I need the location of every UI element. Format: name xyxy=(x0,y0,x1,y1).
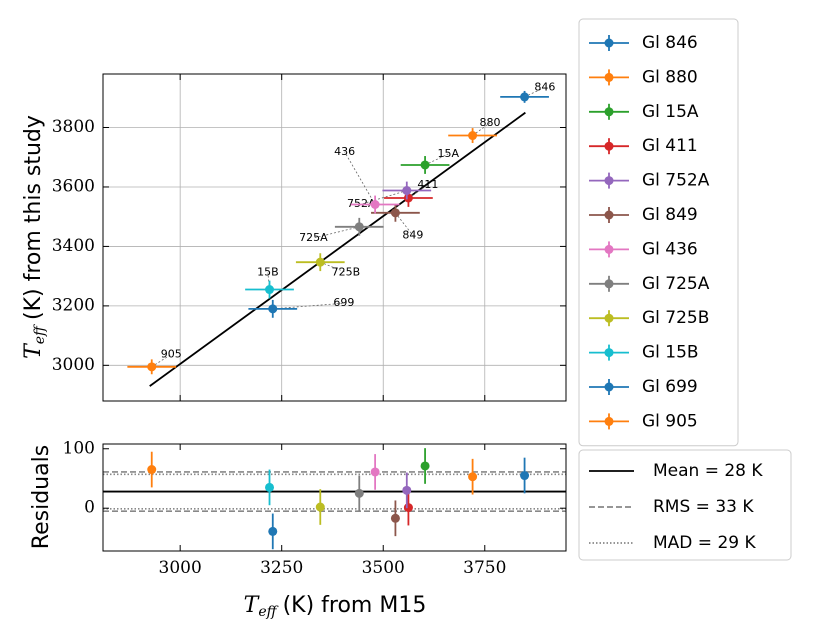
res-xtick-label-3750: 3750 xyxy=(463,558,506,578)
annotation-gl-15b: 15B xyxy=(257,266,279,279)
legend-marker-gl-725b xyxy=(604,313,614,323)
legend-marker-gl-436 xyxy=(604,244,614,254)
residuals-y-axis-label: Residuals xyxy=(29,445,54,549)
res-xtick-label-3000: 3000 xyxy=(159,558,202,578)
residuals-frame xyxy=(102,443,567,552)
legend-marker-gl-752a xyxy=(604,176,614,186)
legend-label-mean-28-k: Mean = 28 K xyxy=(653,461,763,481)
annotation-gl-880: 880 xyxy=(480,116,501,129)
point-gl-880 xyxy=(468,131,478,141)
res-point-gl-725b xyxy=(315,502,325,512)
annotation-leader-gl-725b xyxy=(320,261,347,273)
annotation-gl-436: 436 xyxy=(334,145,355,158)
main-ytick-label-3400: 3400 xyxy=(52,236,95,256)
point-gl-849 xyxy=(390,208,400,218)
res-point-gl-15a xyxy=(420,461,430,471)
legend-marker-gl-699 xyxy=(604,382,614,392)
point-gl-15b xyxy=(265,285,275,295)
legend-label-gl-699: Gl 699 xyxy=(642,377,698,397)
res-xtick-label-3500: 3500 xyxy=(362,558,405,578)
y-axis-label-sub: eff xyxy=(32,324,48,344)
res-point-gl-725a xyxy=(354,488,364,498)
legend-marker-gl-411 xyxy=(604,141,614,151)
legend-label-gl-752a: Gl 752A xyxy=(642,171,710,191)
legend-marker-gl-880 xyxy=(604,72,614,82)
res-point-gl-849 xyxy=(390,513,400,523)
x-axis-label-var: T xyxy=(244,593,261,618)
x-axis-label: Teff (K) from M15 xyxy=(244,593,427,620)
point-gl-411 xyxy=(403,193,413,203)
annotation-gl-725b: 725B xyxy=(332,265,361,278)
res-point-gl-905 xyxy=(147,465,157,475)
main-grid xyxy=(103,74,566,401)
res-point-gl-699 xyxy=(268,526,278,536)
res-point-gl-752a xyxy=(402,485,412,495)
point-gl-699 xyxy=(268,304,278,314)
point-gl-725a xyxy=(354,222,364,232)
main-ytick-label-3000: 3000 xyxy=(52,355,95,375)
main-ytick-label-3800: 3800 xyxy=(52,117,95,137)
main-frame xyxy=(102,73,567,402)
residuals-legend xyxy=(578,449,792,561)
main-ytick-label-3200: 3200 xyxy=(52,295,95,315)
legend-label-gl-725b: Gl 725B xyxy=(642,308,709,328)
point-gl-905 xyxy=(147,362,157,372)
main-y-axis-label: Teff (K) from this study xyxy=(21,115,48,359)
main-legend xyxy=(578,18,739,447)
res-point-gl-436 xyxy=(370,467,380,477)
res-point-gl-15b xyxy=(265,482,275,492)
point-gl-846 xyxy=(520,92,530,102)
annotation-gl-725a: 725A xyxy=(299,231,328,244)
fit-line xyxy=(149,111,526,387)
point-gl-15a xyxy=(420,160,430,170)
legend-label-gl-15a: Gl 15A xyxy=(642,102,699,122)
legend-marker-gl-15a xyxy=(604,107,614,117)
annotation-gl-905: 905 xyxy=(161,347,182,360)
res-xtick-label-3250: 3250 xyxy=(260,558,303,578)
point-gl-752a xyxy=(402,186,412,196)
annotation-gl-411: 411 xyxy=(417,178,438,191)
legend-marker-gl-846 xyxy=(604,38,614,48)
legend-marker-gl-725a xyxy=(604,279,614,289)
legend-label-gl-411: Gl 411 xyxy=(642,136,698,156)
point-gl-436 xyxy=(370,200,380,210)
legend-label-gl-436: Gl 436 xyxy=(642,239,698,259)
legends: Gl 846 Gl 880 Gl 15A Gl 411 Gl 752A Gl 849 Gl … xyxy=(578,18,792,561)
legend-marker-gl-849 xyxy=(604,210,614,220)
legend-marker-gl-905 xyxy=(604,416,614,426)
legend-label-gl-849: Gl 849 xyxy=(642,205,698,225)
point-gl-725b xyxy=(315,257,325,267)
res-point-gl-880 xyxy=(468,472,478,482)
legend-label-gl-846: Gl 846 xyxy=(642,33,698,53)
res-ytick-label-0: 0 xyxy=(84,498,95,518)
legend-label-rms-33-k: RMS = 33 K xyxy=(653,497,754,517)
legend-label-mad-29-k: MAD = 29 K xyxy=(653,533,756,553)
main-plot: 84688015A411752A849436725A725B15B699905 xyxy=(127,80,555,387)
annotation-gl-846: 846 xyxy=(534,80,555,93)
axes: 3000 3200 3400 3600 3800 0 100 3000 3250 3500 3750… xyxy=(21,73,567,620)
annotation-leader-gl-849 xyxy=(395,212,414,236)
x-axis-label-sub: eff xyxy=(258,604,278,620)
legend-label-gl-15b: Gl 15B xyxy=(642,343,699,363)
legend-label-gl-725a: Gl 725A xyxy=(642,274,710,294)
res-ytick-label-100: 100 xyxy=(63,438,95,458)
legend-label-gl-905: Gl 905 xyxy=(642,411,698,431)
residuals-plot xyxy=(103,448,566,550)
x-axis-label-rest: (K) from M15 xyxy=(283,593,427,618)
main-ytick-label-3600: 3600 xyxy=(52,176,95,196)
legend-marker-gl-15b xyxy=(604,348,614,358)
res-point-gl-846 xyxy=(520,471,530,481)
annotation-gl-699: 699 xyxy=(333,296,354,309)
res-point-gl-411 xyxy=(403,503,413,513)
y-axis-label-var: T xyxy=(21,342,46,359)
y-axis-label-rest: (K) from this study xyxy=(21,115,46,320)
annotation-gl-849: 849 xyxy=(402,228,423,241)
annotation-gl-15a: 15A xyxy=(437,147,459,160)
legend-label-gl-880: Gl 880 xyxy=(642,67,698,87)
